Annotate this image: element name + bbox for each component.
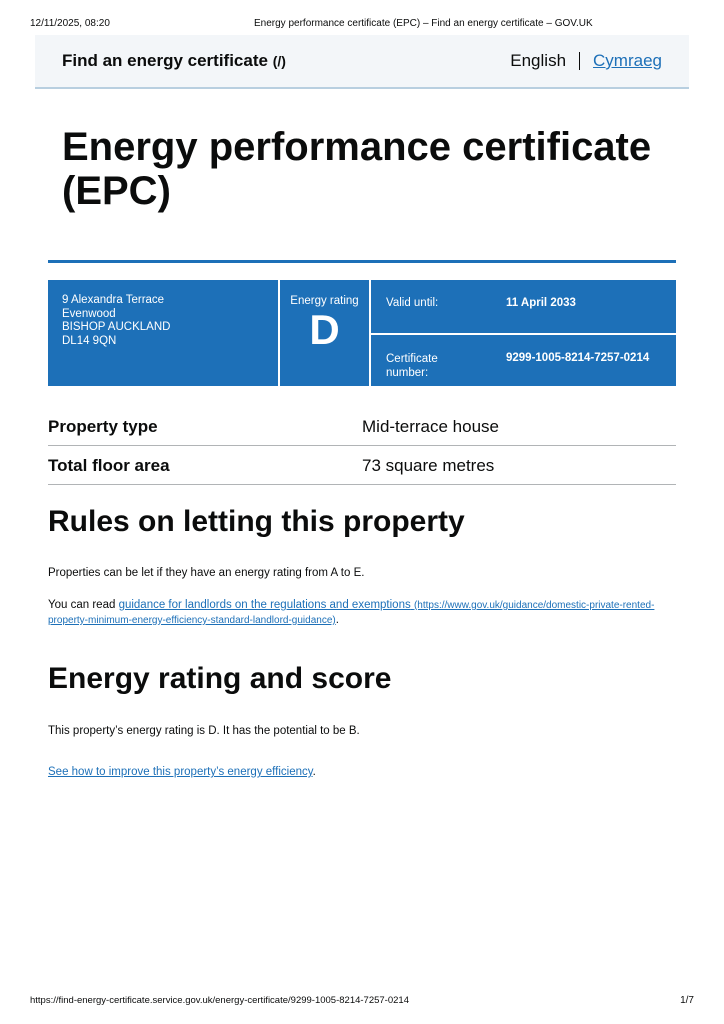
valid-until-cell: Valid until: 11 April 2033 [371, 280, 676, 333]
letting-paragraph: Properties can be let if they have an en… [48, 567, 365, 579]
title-divider [48, 260, 676, 263]
certificate-number-label: Certificate number: [386, 353, 438, 379]
address-line: DL14 9QN [62, 334, 117, 347]
detail-key: Total floor area [48, 456, 170, 475]
rating-paragraph: This property’s energy rating is D. It h… [48, 725, 360, 737]
detail-row: Total floor area 73 square metres [48, 446, 676, 485]
energy-rating-label: Energy rating [290, 295, 359, 307]
service-link-url: (/) [272, 53, 286, 69]
energy-rating-cell: Energy rating D [280, 280, 369, 386]
guidance-suffix: . [335, 614, 339, 626]
guidance-prefix: You can read [48, 599, 119, 611]
detail-value: Mid-terrace house [362, 417, 500, 436]
detail-row: Property type Mid-terrace house [48, 407, 676, 446]
lang-separator [579, 52, 581, 70]
valid-until-value: 11 April 2033 [506, 297, 576, 309]
letting-heading: Rules on letting this property [48, 505, 465, 538]
guidance-link-text: guidance for landlords on the regulation… [118, 599, 411, 611]
site-header: Find an energy certificate (/) English C… [35, 35, 689, 89]
certificate-number-cell: Certificate number: 9299-1005-8214-7257-… [371, 335, 676, 386]
address-line: 9 Alexandra Terrace [62, 294, 165, 306]
lang-cymraeg-link[interactable]: Cymraeg [593, 51, 662, 70]
guidance-link[interactable]: guidance for landlords on the regulation… [48, 599, 654, 626]
address-line: Evenwood [62, 307, 116, 320]
energy-rating-value: D [309, 306, 340, 353]
rating-heading: Energy rating and score [48, 662, 392, 695]
property-address: 9 Alexandra Terrace Evenwood BISHOP AUCK… [48, 280, 278, 386]
certificate-number-value: 9299-1005-8214-7257-0214 [506, 352, 650, 364]
page-title: Energy performance certificate (EPC) [62, 125, 652, 213]
print-title: Energy performance certificate (EPC) – F… [254, 18, 593, 29]
guidance-paragraph: You can read guidance for landlords on t… [48, 598, 668, 628]
detail-value: 73 square metres [362, 456, 495, 475]
print-datetime: 12/11/2025, 08:20 [30, 18, 110, 29]
improve-paragraph: See how to improve this property’s energ… [48, 765, 668, 779]
address-line: BISHOP AUCKLAND [62, 321, 171, 333]
valid-until-label: Valid until: [386, 297, 439, 309]
print-page-number: 1/7 [680, 995, 694, 1006]
print-footer-url: https://find-energy-certificate.service.… [30, 995, 409, 1006]
detail-key: Property type [48, 417, 158, 436]
guidance-link-url: (https://www.gov.uk/guidance/domestic-pr… [48, 600, 655, 626]
improve-link[interactable]: See how to improve this property’s energ… [48, 766, 313, 778]
service-name-link[interactable]: Find an energy certificate (/) [62, 51, 286, 70]
lang-english: English [510, 51, 567, 70]
improve-suffix: . [312, 766, 316, 778]
language-switcher: English Cymraeg [510, 51, 662, 71]
